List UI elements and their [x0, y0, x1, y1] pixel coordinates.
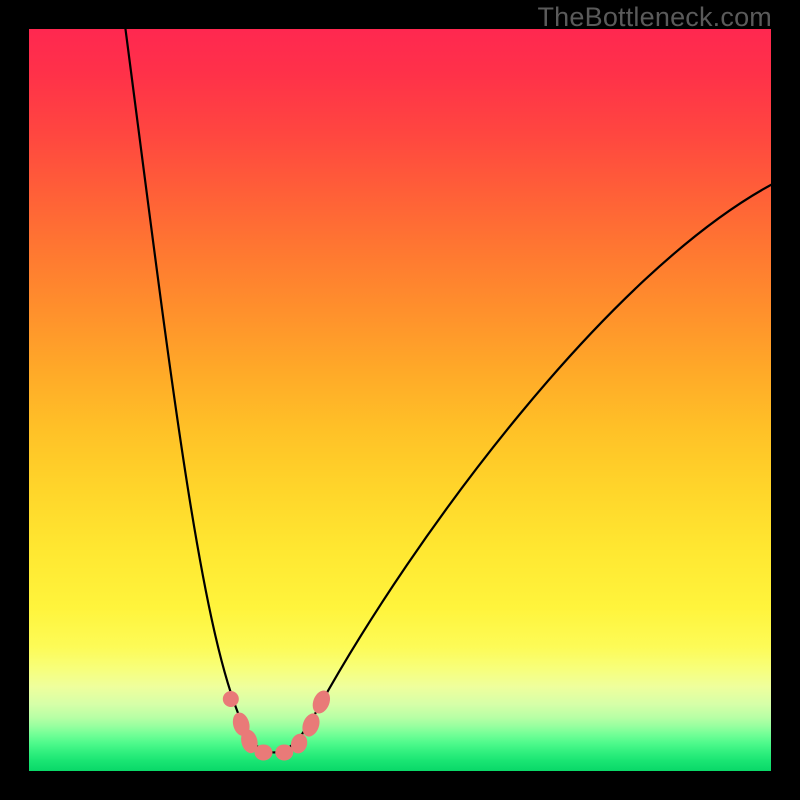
watermark-text: TheBottleneck.com [537, 2, 772, 33]
curve-marker [254, 744, 272, 760]
curve-marker [223, 691, 239, 707]
plot-area [29, 29, 771, 771]
plot-svg [29, 29, 771, 771]
curve-marker [275, 744, 293, 760]
chart-frame: TheBottleneck.com [0, 0, 800, 800]
